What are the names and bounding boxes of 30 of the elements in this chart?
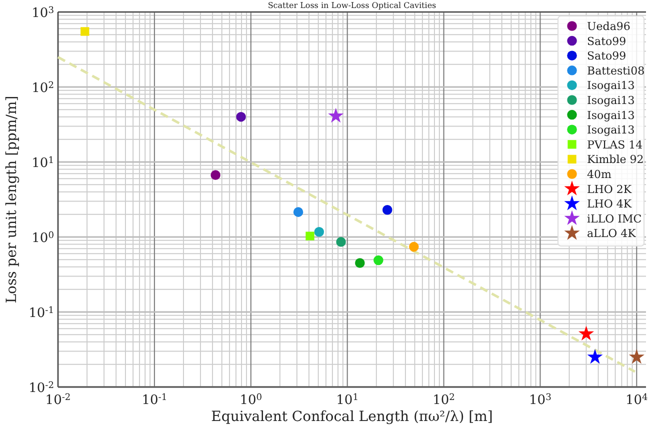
legend-label: LHO 4K: [587, 198, 632, 211]
x-tick-label: 10$^{2}$: [432, 392, 455, 408]
legend-label: LHO 2K: [587, 182, 632, 196]
legend-label: Kimble 92: [587, 153, 644, 166]
y-axis-title: Loss per unit length [ppm/m]: [4, 96, 20, 304]
x-axis-title: Equivalent Confocal Length (πω²/λ) [m]: [211, 409, 493, 425]
y-tick-label: 10$^{0}$: [32, 230, 54, 246]
legend-label: Sato99: [587, 34, 626, 48]
x-tick-label: 10$^{0}$: [240, 392, 262, 408]
legend-label: Sato99: [587, 50, 626, 63]
legend-label: Isogai13: [587, 124, 635, 137]
x-tick-label: 10$^{3}$: [529, 392, 552, 408]
y-tick-label: 10$^{3}$: [32, 6, 54, 21]
legend-label: aLLO 4K: [587, 227, 637, 240]
x-tick-label: 10$^{4}$: [625, 392, 648, 408]
x-tick-label: 10$^{1}$: [336, 392, 358, 408]
y-tick-label: 10$^{1}$: [32, 156, 54, 171]
legend-label: Isogai13: [587, 94, 635, 107]
legend-label: iLLO IMC: [587, 212, 642, 226]
chart-title: Scatter Loss in Low-Loss Optical Cavities: [268, 1, 436, 10]
legend-label: Battesti08: [587, 64, 645, 78]
x-tick-label: 10$^{-2}$: [45, 392, 71, 408]
legend-label: Isogai13: [587, 108, 635, 122]
y-tick-label: 10$^{-1}$: [28, 306, 54, 321]
y-tick-label: 10$^{2}$: [32, 80, 54, 96]
legend-label: 40m: [587, 168, 612, 181]
legend-label: PVLAS 14: [587, 138, 643, 152]
legend-label: Isogai13: [587, 79, 635, 92]
legend-label: Ueda96: [587, 20, 630, 33]
x-tick-label: 10$^{-1}$: [142, 392, 168, 408]
